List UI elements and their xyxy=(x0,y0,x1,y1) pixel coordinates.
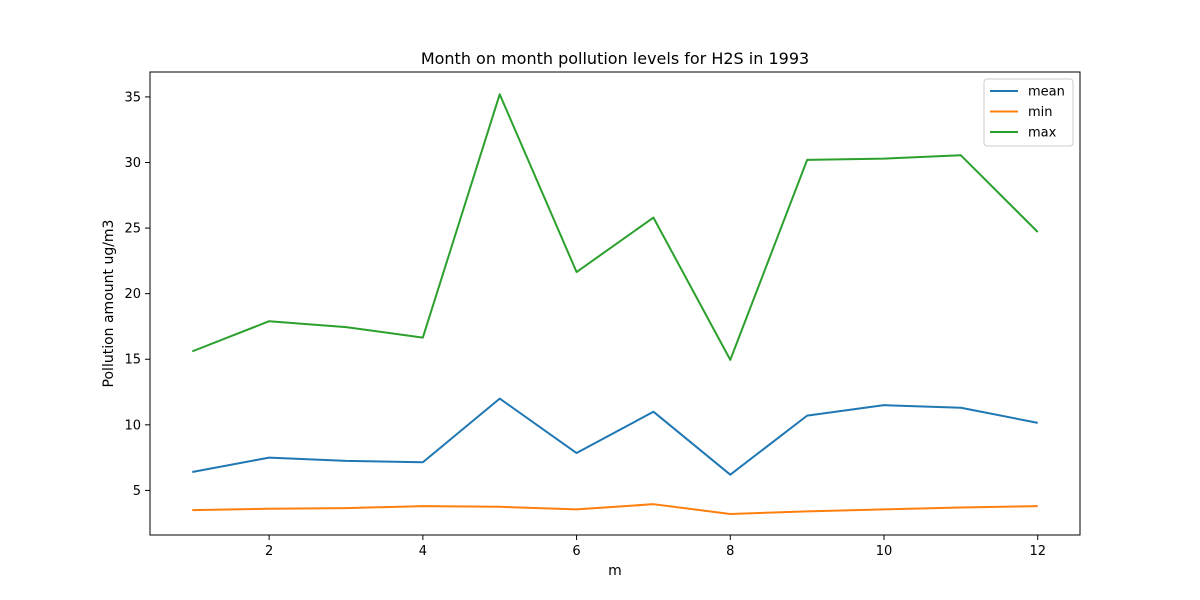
series-line-max xyxy=(191,93,1039,361)
series-line-min xyxy=(192,503,1038,516)
y-tick-label: 25 xyxy=(124,222,141,237)
y-axis-label: Pollution amount ug/m3 xyxy=(101,220,117,388)
series-line-mean xyxy=(192,397,1038,476)
chart-title: Month on month pollution levels for H2S … xyxy=(421,49,809,68)
y-tick-label: 5 xyxy=(133,484,141,499)
x-tick-label: 8 xyxy=(726,544,734,559)
y-axis: 5 10 15 20 25 30 35 xyxy=(124,90,150,499)
legend-label-min: min xyxy=(1028,105,1053,120)
y-tick-label: 35 xyxy=(124,90,141,105)
legend: mean min max xyxy=(983,78,1074,147)
legend-box xyxy=(983,78,1074,147)
y-tick-label: 10 xyxy=(124,418,141,433)
x-axis: 2 4 6 8 10 12 xyxy=(265,535,1046,559)
x-tick-label: 4 xyxy=(419,544,427,559)
y-tick-label: 30 xyxy=(124,156,141,171)
x-tick-label: 2 xyxy=(265,544,273,559)
legend-label-mean: mean xyxy=(1028,85,1065,100)
x-tick-label: 6 xyxy=(572,544,580,559)
plot-frame xyxy=(149,71,1081,536)
x-axis-label: m xyxy=(608,563,622,579)
y-tick-label: 20 xyxy=(124,287,141,302)
x-tick-label: 10 xyxy=(876,544,893,559)
legend-label-max: max xyxy=(1028,126,1057,141)
series-layer xyxy=(191,93,1039,516)
x-tick-label: 12 xyxy=(1029,544,1046,559)
y-tick-label: 15 xyxy=(124,353,141,368)
